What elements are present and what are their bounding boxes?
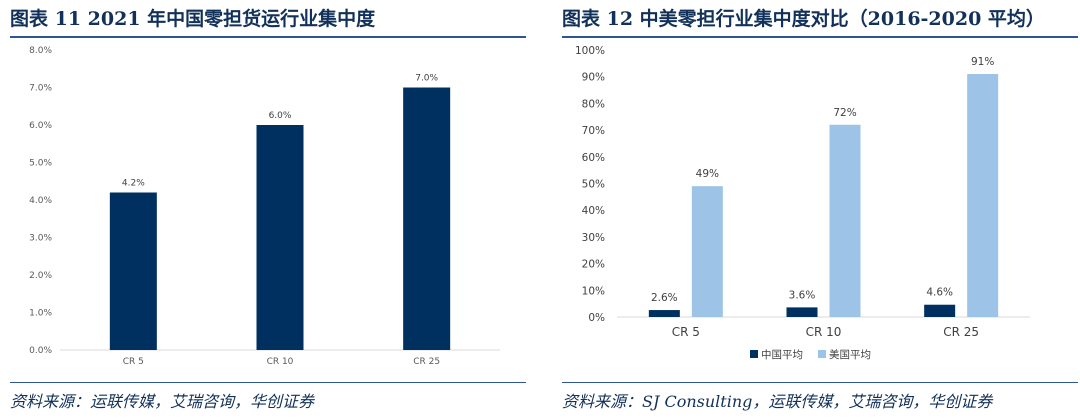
chart-title: 图表 12 中美零担行业集中度对比（2016-2020 平均） xyxy=(562,8,1045,30)
y-tick-label: 1.0% xyxy=(29,309,52,319)
y-tick-label: 100% xyxy=(575,45,605,57)
x-tick-label: CR 5 xyxy=(123,357,144,367)
source-note: 资料来源：运联传媒，艾瑞咨询，华创证券 xyxy=(10,392,315,411)
bar xyxy=(109,192,157,350)
y-tick-label: 20% xyxy=(582,259,605,271)
data-label: 3.6% xyxy=(789,289,816,301)
bar-china xyxy=(924,304,956,317)
source-note: 资料来源：SJ Consulting，运联传媒，艾瑞咨询，华创证券 xyxy=(562,392,993,411)
legend-label: 美国平均 xyxy=(829,348,871,361)
legend-swatch xyxy=(750,350,758,358)
y-tick-label: 80% xyxy=(582,98,605,110)
bar-chart-concentration-2021: 0.0% 1.0% 2.0% 3.0% 4.0% 5.0% 6.0% 7.0% 8.0% 4.2%… xyxy=(29,46,500,367)
data-label: 2.6% xyxy=(651,292,678,304)
y-tick-label: 0.0% xyxy=(29,346,52,356)
bar-china xyxy=(786,307,818,317)
y-tick-label: 30% xyxy=(582,232,605,244)
title-divider xyxy=(562,36,1078,38)
y-tick-label: 8.0% xyxy=(29,46,52,56)
data-label: 6.0% xyxy=(269,111,292,121)
y-tick-label: 90% xyxy=(582,72,605,84)
x-tick-label: CR 10 xyxy=(267,357,294,367)
data-label: 4.2% xyxy=(122,179,145,189)
bar-chart-china-us-comparison: 0% 10% 20% 30% 40% 50% 60% 70% 80% 90% 100% 2.6% 49%… xyxy=(575,45,1030,361)
data-label: 91% xyxy=(971,56,994,68)
source-divider xyxy=(562,382,1078,383)
data-label: 7.0% xyxy=(415,74,438,84)
bar xyxy=(256,125,304,350)
x-tick-label: CR 10 xyxy=(806,325,842,339)
bar-us xyxy=(967,74,999,317)
x-tick-label: CR 25 xyxy=(413,357,440,367)
data-label: 49% xyxy=(696,168,719,180)
bar-us xyxy=(829,124,861,317)
data-label: 4.6% xyxy=(926,287,953,299)
y-tick-label: 5.0% xyxy=(29,159,52,169)
chart-panel-right: 图表 12 中美零担行业集中度对比（2016-2020 平均） 0% 10% 20%… xyxy=(552,0,1080,420)
y-tick-label: 2.0% xyxy=(29,271,52,281)
title-divider xyxy=(10,36,526,38)
legend-label: 中国平均 xyxy=(761,348,803,361)
chart-title: 图表 11 2021 年中国零担货运行业集中度 xyxy=(10,8,376,30)
x-tick-label: CR 25 xyxy=(943,325,979,339)
y-tick-label: 0% xyxy=(588,312,605,324)
x-tick-label: CR 5 xyxy=(672,325,700,339)
y-tick-label: 7.0% xyxy=(29,84,52,94)
y-tick-label: 40% xyxy=(582,205,605,217)
y-tick-label: 6.0% xyxy=(29,121,52,131)
y-tick-label: 4.0% xyxy=(29,196,52,206)
source-divider xyxy=(10,382,526,383)
y-tick-label: 3.0% xyxy=(29,234,52,244)
y-tick-label: 50% xyxy=(582,179,605,191)
bar-china xyxy=(648,310,680,317)
y-tick-label: 60% xyxy=(582,152,605,164)
bar-us xyxy=(691,186,723,317)
y-tick-label: 70% xyxy=(582,125,605,137)
legend-swatch xyxy=(818,350,826,358)
bar xyxy=(403,87,451,350)
y-tick-label: 10% xyxy=(582,285,605,297)
chart-panel-left: 图表 11 2021 年中国零担货运行业集中度 0.0% 1.0% 2.0% 3.0%… xyxy=(0,0,528,420)
data-label: 72% xyxy=(833,107,856,119)
